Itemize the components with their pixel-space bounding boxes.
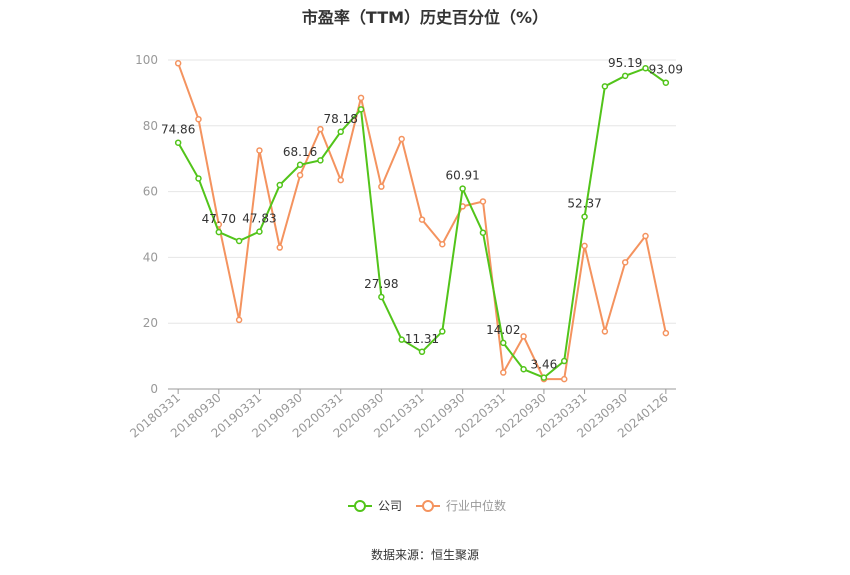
data-point-company <box>418 348 426 356</box>
data-source-note: 数据来源：恒生聚源 <box>370 548 479 562</box>
data-point-company <box>439 328 446 335</box>
y-tick-label: 60 <box>143 185 158 199</box>
data-point-company <box>540 374 548 381</box>
data-point-industry-median <box>662 329 670 337</box>
data-point-industry-median <box>601 328 609 335</box>
data-point-industry-median <box>337 176 344 184</box>
data-point-company <box>276 181 284 189</box>
data-label: 95.19 <box>608 56 642 70</box>
data-point-company <box>560 357 568 365</box>
data-point-industry-median <box>500 369 507 376</box>
data-point-company <box>601 83 609 90</box>
data-point-company <box>256 228 263 235</box>
data-point-company <box>296 161 304 169</box>
data-label: 27.98 <box>364 277 398 291</box>
chart-title: 市盈率（TTM）历史百分位（%） <box>301 8 549 27</box>
data-point-industry-median <box>581 242 588 250</box>
legend-label: 行业中位数 <box>446 498 506 513</box>
legend[interactable]: 公司 行业中位数 <box>348 498 506 513</box>
data-point-industry-median <box>174 60 182 67</box>
data-label: 74.86 <box>161 123 195 137</box>
data-point-industry-median <box>276 244 284 251</box>
data-point-company <box>378 293 385 301</box>
legend-item-industry-median[interactable]: 行业中位数 <box>416 498 506 513</box>
data-point-company <box>621 72 629 80</box>
data-point-industry-median <box>256 147 263 154</box>
data-point-company <box>500 339 507 347</box>
data-label: 52.37 <box>567 197 601 211</box>
axis-layer: 0204060801002018033120180930201903312019… <box>127 53 676 441</box>
data-point-industry-median <box>642 232 649 240</box>
y-tick-label: 40 <box>143 250 158 264</box>
y-tick-label: 100 <box>135 53 158 67</box>
data-point-company <box>174 139 182 146</box>
data-point-industry-median <box>621 259 629 266</box>
data-label-layer: 74.86 47.70 47.83 68.16 78.18 27.98 11.31 60.91… <box>161 56 683 372</box>
data-point-industry-median <box>296 171 304 179</box>
data-point-company <box>195 175 202 182</box>
legend-label: 公司 <box>378 499 402 513</box>
data-point-company <box>235 237 243 245</box>
data-label: 78.18 <box>324 112 358 126</box>
data-label: 47.83 <box>242 212 276 226</box>
data-point-industry-median <box>520 333 527 340</box>
data-point-industry-median <box>479 198 487 205</box>
data-point-industry-median <box>195 115 202 123</box>
data-point-company <box>317 157 324 164</box>
data-label: 47.70 <box>202 212 236 226</box>
legend-marker <box>422 500 434 512</box>
data-point-company <box>337 128 344 136</box>
data-label: 60.91 <box>445 169 479 183</box>
legend-item-company[interactable]: 公司 <box>348 499 402 513</box>
data-label: 3.46 <box>531 358 558 372</box>
data-label: 11.31 <box>405 332 439 346</box>
data-point-industry-median <box>317 125 324 133</box>
data-point-industry-median <box>235 316 243 324</box>
data-point-industry-median <box>398 135 405 143</box>
data-point-company <box>479 229 487 236</box>
data-point-company <box>398 336 405 343</box>
data-point-company <box>642 64 649 72</box>
data-point-company <box>520 366 527 373</box>
series-layer <box>174 60 670 383</box>
y-tick-label: 80 <box>143 119 158 133</box>
grid-layer <box>168 59 676 324</box>
data-point-company <box>581 213 588 220</box>
data-point-industry-median <box>357 94 365 102</box>
data-point-industry-median <box>560 375 568 383</box>
data-label: 14.02 <box>486 323 520 337</box>
legend-marker <box>354 500 366 512</box>
data-point-industry-median <box>418 216 426 223</box>
y-tick-label: 20 <box>143 316 158 330</box>
data-point-company <box>459 185 466 192</box>
data-point-company <box>357 106 365 113</box>
data-label: 93.09 <box>649 63 683 77</box>
y-tick-label: 0 <box>150 382 158 396</box>
data-point-industry-median <box>378 183 385 190</box>
data-point-company <box>662 79 670 86</box>
data-point-company <box>215 228 223 236</box>
data-point-industry-median <box>439 240 446 248</box>
data-label: 68.16 <box>283 145 317 159</box>
